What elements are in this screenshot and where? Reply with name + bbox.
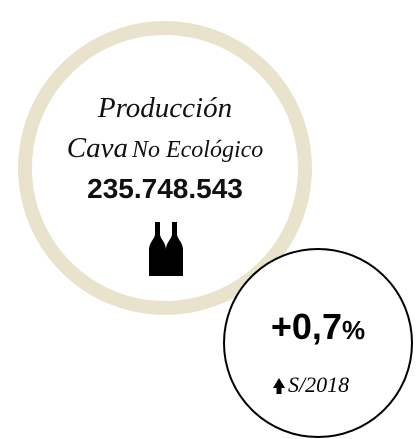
change-text: +0,7% [271,306,365,347]
change-unit: % [342,315,365,345]
change-value: +0,7 [271,306,342,347]
label-line2: Cava No Ecológico [67,132,264,164]
up-arrow-icon [273,378,285,394]
change-circle [223,248,413,438]
label-line1: Producción [97,92,232,124]
change-reference: S/2018 [288,372,349,397]
main-circle [18,21,312,315]
label-line2-b: No Ecológico [131,137,263,163]
label-line2-a: Cava [67,132,128,164]
bottles-icon [149,222,183,276]
main-value: 235.748.543 [87,173,243,204]
